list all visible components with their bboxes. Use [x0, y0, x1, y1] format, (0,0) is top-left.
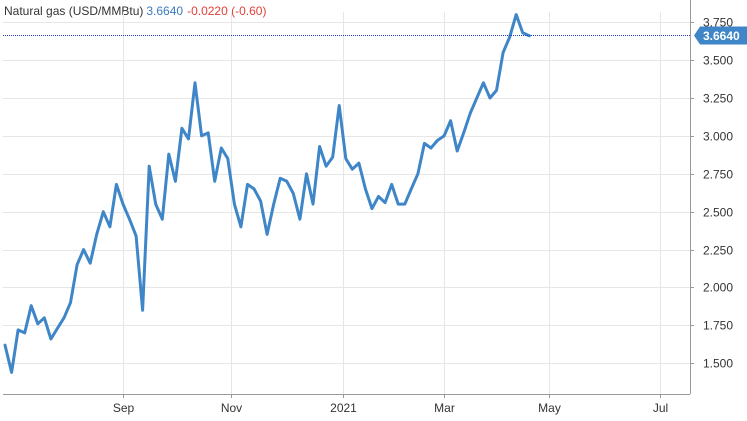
y-tick-label: 3.250: [703, 92, 733, 106]
current-price-badge: [694, 26, 747, 45]
y-tick-label: 2.750: [703, 168, 733, 182]
y-tick-label: 2.250: [703, 244, 733, 258]
chart-header: Natural gas (USD/MMBtu) 3.6640 -0.0220 (-0…: [4, 2, 266, 20]
y-tick-label: 3.500: [703, 54, 733, 68]
last-price: 3.6640: [146, 4, 184, 18]
y-tick-label: 1.750: [703, 319, 733, 333]
x-tick-label: Jul: [653, 401, 668, 415]
axis-layer: 1.500 1.750 2.000 2.250 2.500 2.750 3.000 3.250…: [3, 0, 733, 415]
y-tick-label: 3.750: [703, 16, 733, 30]
current-price-label: 3.6640: [703, 29, 740, 43]
y-tick-label: 2.000: [703, 281, 733, 295]
y-tick-label: 1.500: [703, 357, 733, 371]
x-tick-label: May: [538, 401, 561, 415]
chart-title: Natural gas (USD/MMBtu): [4, 4, 144, 18]
series-layer: [3, 13, 531, 374]
x-tick-label: Nov: [221, 401, 242, 415]
x-tick-label: Mar: [434, 401, 455, 415]
current-price-layer: 3.6640: [3, 26, 747, 45]
price-series-line: [3, 13, 531, 374]
x-tick-label: 2021: [330, 401, 357, 415]
y-tick-label: 3.000: [703, 130, 733, 144]
x-tick-label: Sep: [113, 401, 135, 415]
grid-layer: [3, 12, 690, 394]
price-change: -0.0220 (-0.60): [187, 4, 267, 18]
y-tick-label: 2.500: [703, 206, 733, 220]
